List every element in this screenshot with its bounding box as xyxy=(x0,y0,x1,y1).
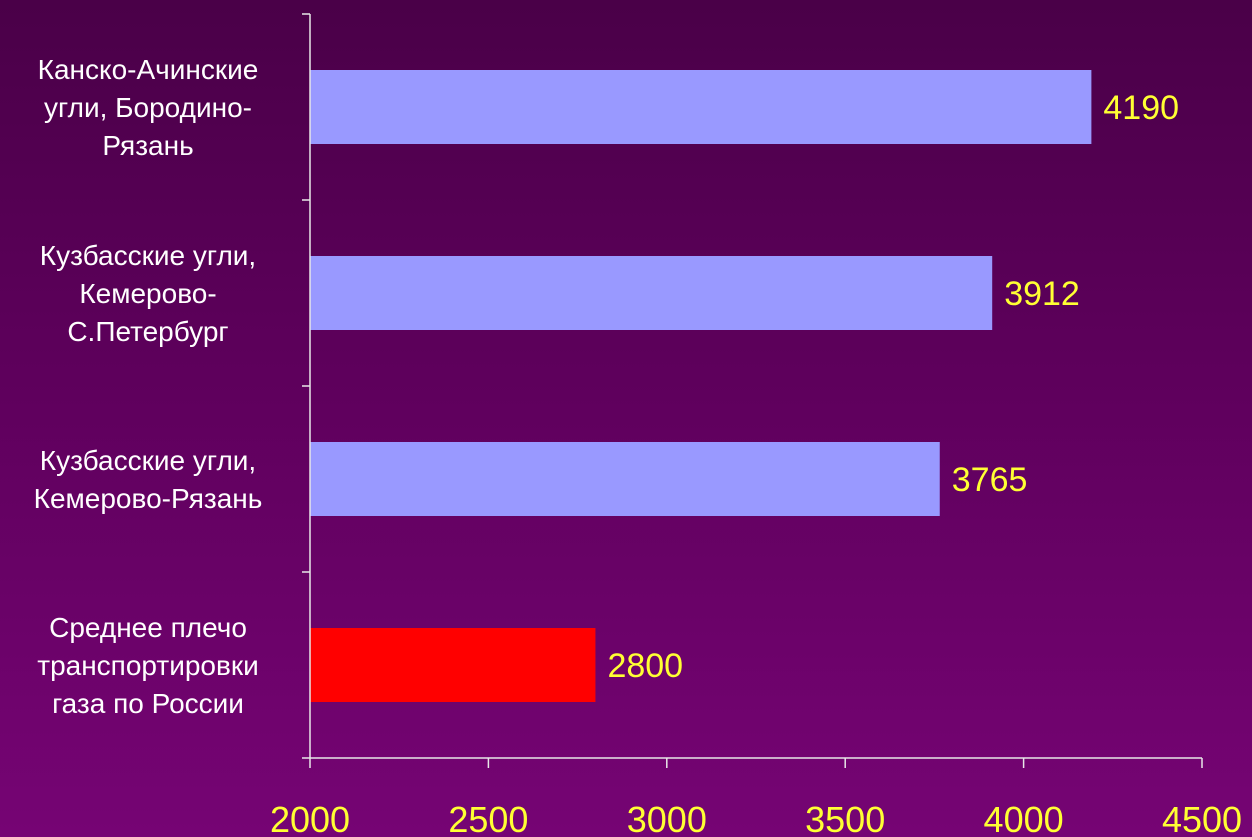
value-label: 2800 xyxy=(607,647,683,685)
category-label-line: Канско-Ачинские xyxy=(38,54,259,85)
category-label-line: Рязань xyxy=(102,130,193,161)
value-label: 4190 xyxy=(1103,89,1179,127)
category-label-line: Кузбасские угли, xyxy=(40,445,256,476)
x-tick-label: 4500 xyxy=(1162,799,1242,837)
x-tick-label: 3500 xyxy=(805,799,885,837)
category-label-line: С.Петербург xyxy=(67,316,228,347)
axis-layer xyxy=(302,13,1203,768)
category-label: Канско-Ачинские угли, Бородино- Рязань xyxy=(38,54,259,161)
category-label-line: газа по России xyxy=(52,688,244,719)
labels-layer: 2000 2500 3000 3500 4000 4500 4190 Канско-Ачинс… xyxy=(34,54,1242,837)
bar xyxy=(310,628,596,702)
category-label: Кузбасские угли, Кемерово-Рязань xyxy=(34,445,263,514)
category-label-line: Кузбасские угли, xyxy=(40,240,256,271)
category-label: Кузбасские угли, Кемерово- С.Петербург xyxy=(40,240,256,347)
category-label-line: транспортировки xyxy=(37,650,259,681)
x-tick-label: 3000 xyxy=(627,799,707,837)
category-label-line: угли, Бородино- xyxy=(44,92,252,123)
category-label-line: Кемерово- xyxy=(79,278,216,309)
x-tick-label: 2500 xyxy=(448,799,528,837)
category-label: Среднее плечо транспортировки газа по Росс… xyxy=(37,612,259,719)
value-label: 3765 xyxy=(952,461,1028,499)
x-tick-label: 4000 xyxy=(984,799,1064,837)
bar xyxy=(310,256,993,330)
bar xyxy=(310,70,1092,144)
category-label-line: Среднее плечо xyxy=(49,612,247,643)
bar xyxy=(310,442,940,516)
value-label: 3912 xyxy=(1004,275,1080,313)
category-label-line: Кемерово-Рязань xyxy=(34,483,263,514)
bars-layer xyxy=(310,70,1092,702)
x-tick-label: 2000 xyxy=(270,799,350,837)
